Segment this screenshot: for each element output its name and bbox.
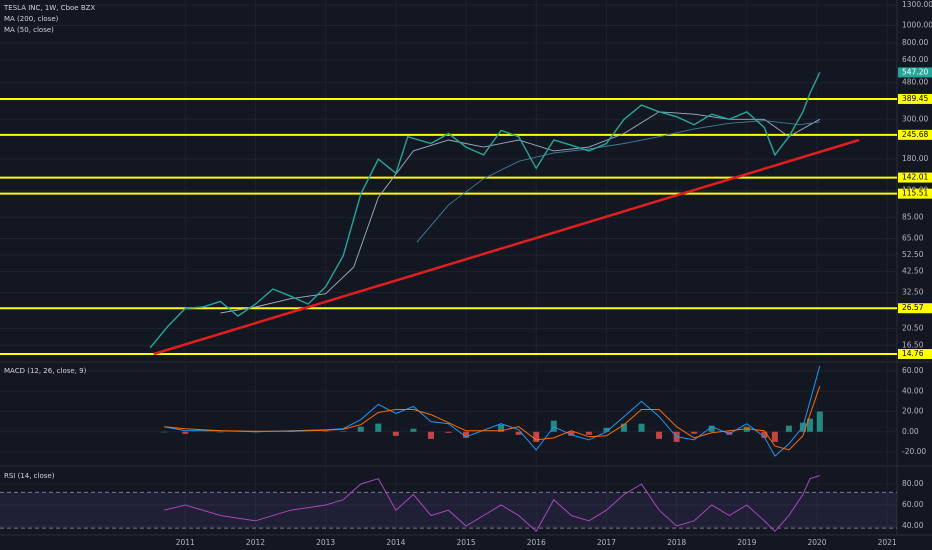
x-tick-label: 2015 — [457, 538, 476, 547]
x-tick-label: 2017 — [597, 538, 616, 547]
level-label: 115.51 — [902, 189, 928, 198]
indicator-line — [164, 475, 820, 533]
histogram-bar — [217, 431, 224, 433]
histogram-bar — [761, 431, 768, 438]
level-tag — [898, 349, 932, 360]
y-tick-label: 42.50 — [902, 267, 924, 276]
histogram-bar — [515, 431, 522, 435]
histogram-bar — [533, 431, 540, 442]
histogram-bar — [568, 431, 575, 436]
y-tick-label: 32.50 — [902, 288, 924, 297]
x-tick-label: 2019 — [737, 538, 756, 547]
histogram-bar — [691, 431, 698, 434]
y-tick-label: -20.00 — [902, 447, 926, 456]
level-tag — [898, 303, 932, 314]
level-label: 389.45 — [902, 94, 928, 103]
histogram-bar — [445, 431, 452, 433]
y-tick-label: 65.00 — [902, 233, 924, 242]
x-tick-label: 2013 — [316, 538, 335, 547]
y-tick-label: 640.00 — [902, 55, 928, 64]
histogram-bar — [816, 411, 823, 432]
histogram-bar — [322, 431, 329, 432]
level-label: 26.57 — [902, 303, 924, 312]
indicator-label: MA (200, close) — [4, 15, 59, 23]
price-line — [149, 72, 821, 349]
histogram-bar — [620, 423, 627, 432]
plot-layer — [0, 0, 897, 533]
histogram-bar — [806, 418, 813, 432]
level-label: 142.01 — [902, 173, 928, 182]
y-tick-label: 20.50 — [902, 323, 924, 332]
x-tick-label: 2020 — [807, 538, 826, 547]
level-label: 245.68 — [902, 130, 928, 139]
histogram-bar — [638, 423, 645, 432]
level-tag — [898, 172, 932, 183]
histogram-bar — [182, 431, 189, 434]
y-tick-label: 20.00 — [902, 407, 924, 416]
y-tick-label: 40.00 — [902, 386, 924, 395]
x-tick-label: 2021 — [878, 538, 897, 547]
indicator-label: RSI (14, close) — [4, 472, 55, 480]
y-tick-label: 60.00 — [902, 366, 924, 375]
trend-line — [153, 138, 860, 356]
histogram-bar — [743, 426, 750, 432]
y-tick-label: 300.00 — [902, 114, 928, 123]
histogram-bar — [375, 423, 382, 432]
x-tick-label: 2018 — [667, 538, 686, 547]
indicator-line — [164, 386, 821, 451]
histogram-bar — [785, 425, 792, 432]
histogram-bar — [498, 424, 505, 432]
y-tick-label: 80.00 — [902, 479, 924, 488]
level-label: 14.76 — [902, 349, 924, 358]
moving-average — [220, 111, 821, 314]
y-tick-label: 180.00 — [902, 154, 928, 163]
x-tick-label: 2014 — [386, 538, 405, 547]
histogram-bar — [427, 431, 434, 439]
y-tick-label: 800.00 — [902, 38, 928, 47]
indicator-label: MACD (12, 26, close, 9) — [4, 367, 87, 375]
histogram-bar — [463, 431, 470, 438]
y-tick-label: 85.00 — [902, 213, 924, 222]
x-tick-label: 2011 — [176, 538, 195, 547]
histogram-bar — [603, 427, 610, 432]
histogram-bar — [392, 431, 399, 436]
level-tag — [898, 93, 932, 104]
indicator-label: MA (50, close) — [4, 26, 54, 34]
chart-title: TESLA INC, 1W, Cboe BZX — [3, 4, 95, 12]
y-tick-label: 1300.00 — [902, 0, 932, 9]
histogram-bar — [771, 431, 778, 442]
level-tag — [898, 188, 932, 199]
y-tick-label: 52.50 — [902, 250, 924, 259]
histogram-bar — [357, 426, 364, 432]
y-tick-label: 16.50 — [902, 340, 924, 349]
last-price-tag — [898, 67, 932, 78]
y-tick-label: 1000.00 — [902, 20, 932, 29]
x-tick-label: 2016 — [527, 538, 546, 547]
level-tag — [898, 129, 932, 140]
y-tick-label: 40.00 — [902, 521, 924, 530]
histogram-bar — [656, 431, 663, 439]
last-price-label: 547.20 — [902, 67, 928, 76]
histogram-bar — [340, 431, 347, 432]
moving-average — [416, 120, 820, 243]
histogram-bar — [161, 431, 168, 433]
histogram-bar — [410, 428, 417, 432]
y-tick-label: 60.00 — [902, 500, 924, 509]
x-tick-label: 2012 — [246, 538, 265, 547]
histogram-bar — [585, 431, 592, 435]
histogram-bar — [708, 425, 715, 432]
y-tick-label: 0.00 — [902, 427, 919, 436]
y-tick-label: 480.00 — [902, 78, 928, 87]
